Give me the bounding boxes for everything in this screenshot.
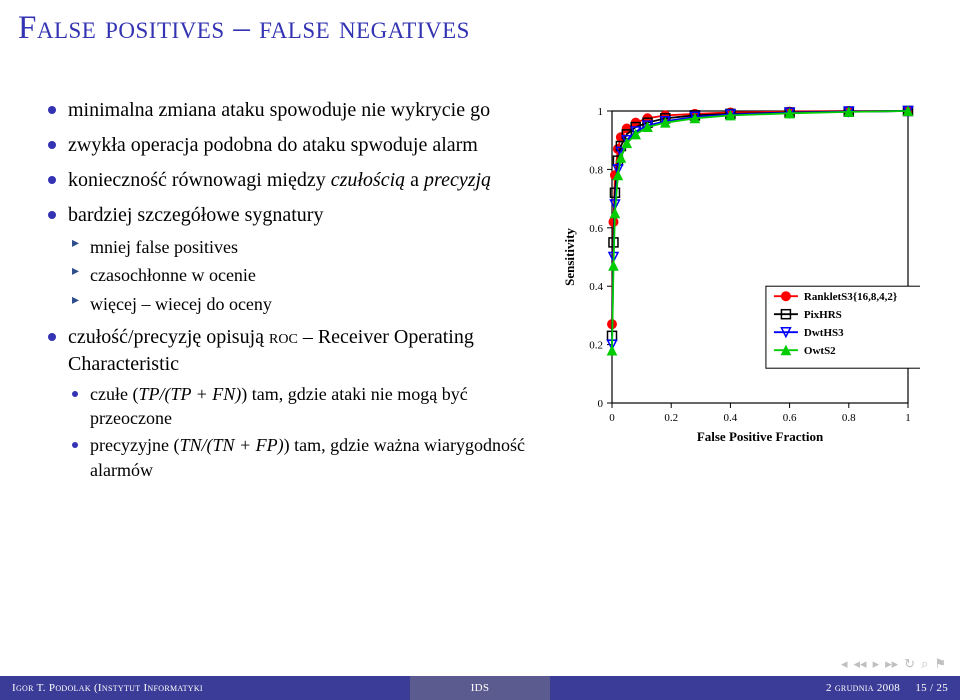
footer-right: 2 grudnia 2008 15 / 25 [550, 682, 960, 694]
footer-title: IDS [410, 676, 550, 700]
footer-page: 15 / 25 [915, 682, 948, 694]
svg-text:DwtHS3: DwtHS3 [804, 327, 844, 339]
sub-4-2: czasochłonne w ocenie [68, 263, 540, 287]
sub-list-4: mniej false positives czasochłonne w oce… [68, 235, 540, 316]
bullet-1: minimalna zmiana ataku spowoduje nie wyk… [46, 97, 540, 124]
nav-refresh-icon[interactable]: ↻ [904, 656, 915, 672]
nav-flag-icon[interactable]: ⚑ [934, 656, 946, 672]
roc-chart: 0 0.2 0.4 0.6 0.8 1 0 0.2 0.4 0.6 0.8 1 False Positi… [560, 97, 920, 447]
s51-it: TP/(TP + FN) [138, 384, 241, 404]
sub2-list-5: czułe (TP/(TP + FN)) tam, gdzie ataki ni… [68, 382, 540, 482]
nav-next-icon[interactable]: ▸ [873, 656, 880, 672]
b3-it2: precyzją [424, 169, 491, 191]
svg-text:1: 1 [905, 412, 911, 424]
svg-text:0.2: 0.2 [589, 340, 603, 352]
s52-it: TN/(TN + FP) [179, 435, 283, 455]
nav-first-icon[interactable]: ◂ [841, 656, 848, 672]
b3-pre: konieczność równowagi między [68, 169, 331, 191]
sub2-5-1: czułe (TP/(TP + FN)) tam, gdzie ataki ni… [68, 382, 540, 431]
nav-prev-icon[interactable]: ◂◂ [854, 656, 867, 672]
footer-date: 2 grudnia 2008 [826, 682, 900, 694]
svg-text:RankletS3{16,8,4,2}: RankletS3{16,8,4,2} [804, 291, 897, 303]
svg-text:0.6: 0.6 [783, 412, 797, 424]
slide-title: False positives – false negatives [0, 0, 960, 67]
b5-sc: roc [269, 326, 298, 348]
left-column: minimalna zmiana ataku spowoduje nie wyk… [20, 97, 550, 490]
nav-icons: ◂ ◂◂ ▸ ▸▸ ↻ ⌕ ⚑ [841, 656, 946, 672]
s51-pre: czułe ( [90, 384, 138, 404]
right-column: 0 0.2 0.4 0.6 0.8 1 0 0.2 0.4 0.6 0.8 1 False Positi… [550, 97, 930, 490]
footer-author: Igor T. Podolak (Instytut Informatyki [0, 682, 410, 694]
sub2-5-2: precyzyjne (TN/(TN + FP)) tam, gdzie waż… [68, 433, 540, 482]
svg-text:0.6: 0.6 [589, 223, 603, 235]
content: minimalna zmiana ataku spowoduje nie wyk… [0, 67, 960, 490]
svg-text:PixHRS: PixHRS [804, 309, 842, 321]
b3-mid: a [405, 169, 424, 191]
svg-text:OwtS2: OwtS2 [804, 345, 836, 357]
svg-text:0.4: 0.4 [724, 412, 738, 424]
svg-text:Sensitivity: Sensitivity [562, 228, 577, 286]
svg-text:0.4: 0.4 [589, 281, 603, 293]
nav-search-icon[interactable]: ⌕ [921, 656, 928, 672]
nav-last-icon[interactable]: ▸▸ [885, 656, 898, 672]
svg-text:0: 0 [598, 398, 604, 410]
s52-pre: precyzyjne ( [90, 435, 179, 455]
bullet-5: czułość/precyzję opisują roc – Receiver … [46, 324, 540, 482]
sub-4-1: mniej false positives [68, 235, 540, 259]
svg-text:1: 1 [598, 106, 604, 118]
footer-bar: Igor T. Podolak (Instytut Informatyki ID… [0, 676, 960, 700]
svg-text:0: 0 [609, 412, 615, 424]
sub-4-3: więcej – wiecej do oceny [68, 292, 540, 316]
bullet-3: konieczność równowagi między czułością a… [46, 167, 540, 194]
bullet-4: bardziej szczegółowe sygnatury mniej fal… [46, 202, 540, 316]
svg-text:False Positive Fraction: False Positive Fraction [697, 429, 824, 444]
b5-pre: czułość/precyzję opisują [68, 326, 269, 348]
bullet-list: minimalna zmiana ataku spowoduje nie wyk… [46, 97, 540, 482]
svg-text:0.8: 0.8 [842, 412, 856, 424]
svg-text:0.8: 0.8 [589, 164, 603, 176]
b3-it1: czułością [331, 169, 405, 191]
bullet-2: zwykła operacja podobna do ataku spwoduj… [46, 132, 540, 159]
b4-text: bardziej szczegółowe sygnatury [68, 204, 323, 226]
svg-text:0.2: 0.2 [664, 412, 678, 424]
